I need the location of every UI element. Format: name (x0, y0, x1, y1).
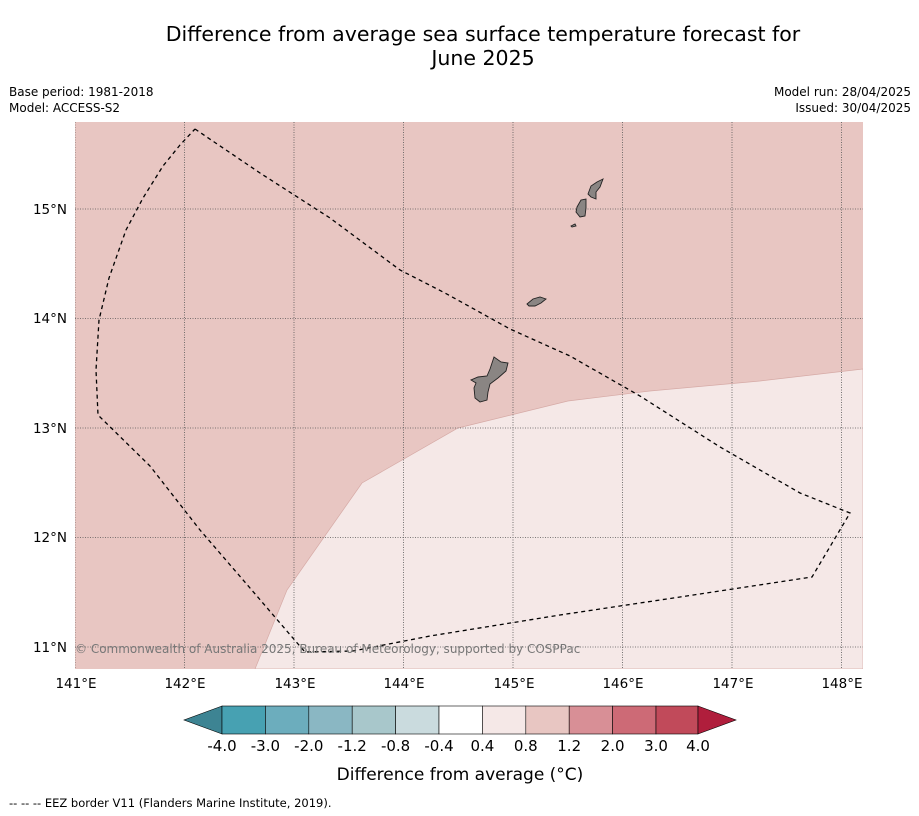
island-guam (470, 356, 509, 403)
colorbar-label-12: 4.0 (686, 737, 710, 755)
copyright-text: © Commonwealth of Australia 2025, Bureau… (75, 642, 580, 656)
island-aguijan (570, 223, 577, 228)
lat-label-14: 14°N (33, 311, 67, 327)
lon-label-143: 143°E (274, 676, 315, 692)
title-line-1: Difference from average sea surface temp… (165, 22, 801, 46)
colorbar-label-10: 2.0 (601, 737, 625, 755)
colorbar-swatch-5 (395, 705, 440, 735)
lon-label-145: 145°E (493, 676, 534, 692)
meta-left: Base period: 1981-2018 Model: ACCESS-S2 (9, 84, 154, 116)
footnote: -- -- -- EEZ border V11 (Flanders Marine… (9, 796, 332, 810)
lon-labels: 141°E 142°E 143°E 144°E 145°E 146°E 147°… (55, 676, 862, 692)
colorbar-swatch-8 (525, 705, 570, 735)
colorbar-swatch-4 (351, 705, 396, 735)
lon-label-144: 144°E (383, 676, 424, 692)
colorbar-swatch-11 (655, 705, 699, 735)
lat-label-15: 15°N (33, 202, 67, 218)
model-name: Model: ACCESS-S2 (9, 101, 121, 115)
colorbar-label-1: -4.0 (207, 737, 236, 755)
map-plot-area: © Commonwealth of Australia 2025, Bureau… (75, 122, 863, 669)
lat-label-13: 13°N (33, 421, 67, 437)
eez-border (95, 128, 851, 653)
base-period: Base period: 1981-2018 (9, 85, 154, 99)
colorbar-title: Difference from average (°C) (337, 765, 584, 785)
lon-label-146: 146°E (602, 676, 643, 692)
colorbar-swatch-10 (612, 705, 657, 735)
lat-labels: 15°N 14°N 13°N 12°N 11°N (33, 202, 67, 656)
colorbar-label-6: -0.4 (424, 737, 453, 755)
colorbar-label-11: 3.0 (644, 737, 668, 755)
map-title: Difference from average sea surface temp… (80, 22, 886, 70)
lon-label-141: 141°E (55, 676, 96, 692)
island-rota (526, 296, 547, 307)
colorbar-label-5: -0.8 (381, 737, 410, 755)
island-tinian (575, 198, 587, 218)
colorbar-extend-low (183, 705, 223, 735)
colorbar-labels: -4.0 -3.0 -2.0 -1.2 -0.8 -0.4 0.4 0.8 1.… (207, 737, 710, 785)
lat-label-11: 11°N (33, 640, 67, 656)
colorbar-swatch-2 (265, 705, 310, 735)
colorbar-extend-high (697, 705, 737, 735)
anomaly-region-mild (254, 368, 863, 669)
colorbar-label-3: -2.0 (294, 737, 323, 755)
title-line-2: June 2025 (431, 46, 535, 70)
colorbar-swatch-7 (482, 705, 527, 735)
colorbar-label-8: 0.8 (514, 737, 538, 755)
colorbar-label-4: -1.2 (338, 737, 367, 755)
model-run: Model run: 28/04/2025 (773, 85, 911, 99)
issued-date: Issued: 30/04/2025 (795, 101, 911, 115)
colorbar-swatch-6 (438, 705, 483, 735)
lon-label-142: 142°E (164, 676, 205, 692)
meta-right: Model run: 28/04/2025 Issued: 30/04/2025 (774, 84, 911, 116)
colorbar-label-7: 0.4 (470, 737, 494, 755)
colorbar (183, 705, 737, 735)
colorbar-swatch-3 (308, 705, 353, 735)
colorbar-label-2: -3.0 (251, 737, 280, 755)
lon-label-148: 148°E (821, 676, 862, 692)
colorbar-swatch-1 (221, 705, 266, 735)
graticule (75, 122, 863, 669)
lon-label-147: 147°E (712, 676, 753, 692)
colorbar-swatch-9 (568, 705, 613, 735)
lat-label-12: 12°N (33, 530, 67, 546)
island-saipan (587, 178, 604, 200)
colorbar-label-9: 1.2 (557, 737, 581, 755)
islands (470, 178, 604, 403)
